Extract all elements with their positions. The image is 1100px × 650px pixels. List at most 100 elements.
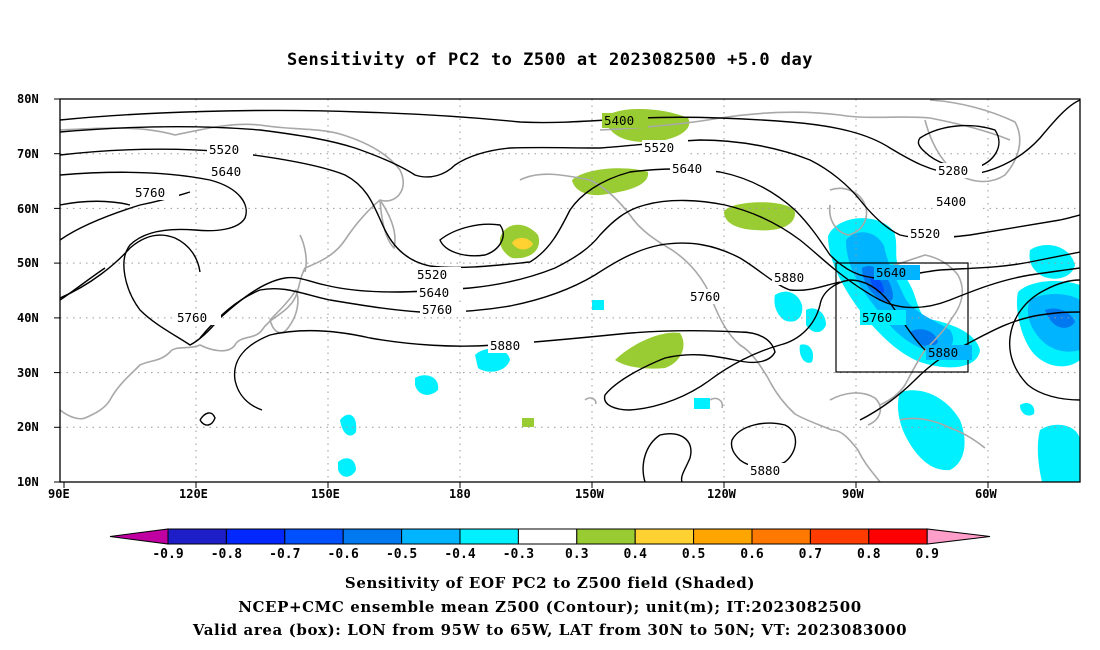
- contour-label-5760: 5760: [135, 185, 165, 200]
- lon-tick-label: 90E: [48, 487, 70, 501]
- valid-area-box: [835, 262, 969, 373]
- coastline-kamchatka: [379, 199, 396, 249]
- colorbar-swatch: [693, 528, 753, 545]
- lon-tick-label: 90W: [842, 487, 864, 501]
- colorbar-swatch: [342, 528, 403, 545]
- shade-green-region: [615, 332, 684, 369]
- contour-line: [1008, 279, 1080, 401]
- contour-line: [60, 200, 131, 206]
- coastline-greenland: [924, 99, 1021, 183]
- contour-label-5760: 5760: [422, 302, 452, 317]
- colorbar-swatch: [401, 528, 461, 545]
- contour-label-5640: 5640: [876, 265, 906, 280]
- colorbar-label: -0.4: [444, 547, 475, 562]
- colorbar-swatch: [634, 528, 695, 545]
- coastline-north-america-arctic: [599, 111, 1011, 141]
- contour-label-5520: 5520: [644, 140, 674, 155]
- contour-label-5880: 5880: [928, 345, 958, 360]
- colorbar-label: 0.4: [623, 547, 647, 562]
- shade-cyan-region: [415, 375, 439, 395]
- chart-title: Sensitivity of PC2 to Z500 at 2023082500…: [286, 50, 813, 70]
- shade-green-region: [572, 168, 649, 196]
- colorbar-label: 0.9: [915, 547, 938, 562]
- contour-label-5760: 5760: [862, 310, 892, 325]
- contour-label-5760: 5760: [177, 310, 207, 325]
- colorbar-label: -0.9: [152, 547, 183, 562]
- contour-line: [730, 422, 797, 468]
- contour-label-5880: 5880: [774, 270, 804, 285]
- contour-line: [60, 99, 1080, 176]
- lat-tick-label: 80N: [17, 92, 39, 106]
- contour-label-5640: 5640: [211, 164, 241, 179]
- colorbar-triangle-low: [109, 528, 169, 545]
- coastline-sakhalin: [299, 234, 307, 273]
- colorbar-label: 0.3: [565, 547, 588, 562]
- contour-label-5280: 5280: [938, 163, 968, 178]
- colorbar-swatch: [809, 528, 870, 545]
- caption-line-3: Valid area (box): LON from 95W to 65W, L…: [192, 621, 908, 639]
- lon-tick-label: 120E: [179, 487, 208, 501]
- lon-tick-label: 150W: [575, 487, 605, 501]
- contour-label-5400: 5400: [936, 194, 966, 209]
- colorbar-label: -0.5: [386, 547, 417, 562]
- lon-tick-label: 60W: [975, 487, 997, 501]
- colorbar-label: 0.6: [740, 547, 764, 562]
- shade-cyan-region: [774, 291, 803, 322]
- lon-tick-labels: 90E 120E 150E 180 150W 120W 90W 60W: [48, 487, 997, 501]
- contour-line: [629, 279, 851, 411]
- axis-ticks: [54, 98, 989, 488]
- colorbar-swatch: [868, 528, 928, 545]
- contour-label-5400: 5400: [604, 113, 634, 128]
- lat-tick-label: 60N: [17, 202, 39, 216]
- contour-line: [233, 330, 776, 411]
- shade-yellow-region: [512, 237, 533, 250]
- lat-tick-label: 50N: [17, 256, 39, 270]
- plot-frame: [59, 98, 1081, 483]
- contour-label-5880: 5880: [750, 463, 780, 478]
- contour-label-5760: 5760: [690, 289, 720, 304]
- shade-green-region: [522, 418, 534, 427]
- colorbar-swatch: [225, 528, 286, 545]
- shade-cyan-region: [592, 300, 604, 310]
- colorbar: -0.9 -0.8 -0.7 -0.6 -0.5 -0.4 -0.3 0.3 0.4 0.5 0.6…: [109, 528, 991, 562]
- contour-label-5520: 5520: [209, 142, 239, 157]
- colorbar-label: -0.8: [211, 547, 242, 562]
- coastline-alaska: [519, 173, 881, 482]
- contour-line: [439, 223, 504, 257]
- lat-tick-label: 30N: [17, 366, 39, 380]
- lat-tick-label: 70N: [17, 147, 39, 161]
- coastline-caribbean: [899, 417, 986, 449]
- contour-line: [60, 267, 106, 301]
- shade-cyan-region: [340, 414, 357, 436]
- shade-cyan-region: [806, 308, 826, 333]
- colorbar-swatch: [576, 528, 636, 545]
- contour-line: [60, 234, 176, 299]
- coastline-gulf: [829, 392, 882, 426]
- contour-line: [859, 311, 1080, 421]
- contour-line: [199, 412, 216, 426]
- contour-label-5640: 5640: [419, 285, 449, 300]
- shade-cyan-region: [897, 390, 965, 471]
- lat-tick-label: 20N: [17, 420, 39, 434]
- shade-cyan-region: [799, 344, 814, 363]
- contour-label-5880: 5880: [490, 338, 520, 353]
- contour-line: [234, 379, 263, 411]
- shade-cyan-region: [1037, 424, 1080, 482]
- contour-line: [642, 433, 692, 482]
- colorbar-triangle-high: [926, 528, 991, 545]
- shade-cyan-region: [694, 398, 710, 409]
- shade-cyan-region: [475, 348, 510, 372]
- colorbar-label: -0.3: [503, 547, 534, 562]
- lat-tick-label: 10N: [17, 475, 39, 489]
- shade-cyan-region: [338, 458, 356, 477]
- colorbar-label: 0.8: [857, 547, 881, 562]
- caption-line-2: NCEP+CMC ensemble mean Z500 (Contour); u…: [238, 598, 862, 616]
- colorbar-swatch: [459, 528, 519, 545]
- coastline-japan: [269, 289, 299, 334]
- lat-tick-label: 40N: [17, 311, 39, 325]
- colorbar-label: 0.7: [799, 547, 822, 562]
- contour-line: [174, 237, 201, 273]
- colorbar-swatch: [167, 528, 227, 545]
- colorbar-label: -0.6: [328, 547, 359, 562]
